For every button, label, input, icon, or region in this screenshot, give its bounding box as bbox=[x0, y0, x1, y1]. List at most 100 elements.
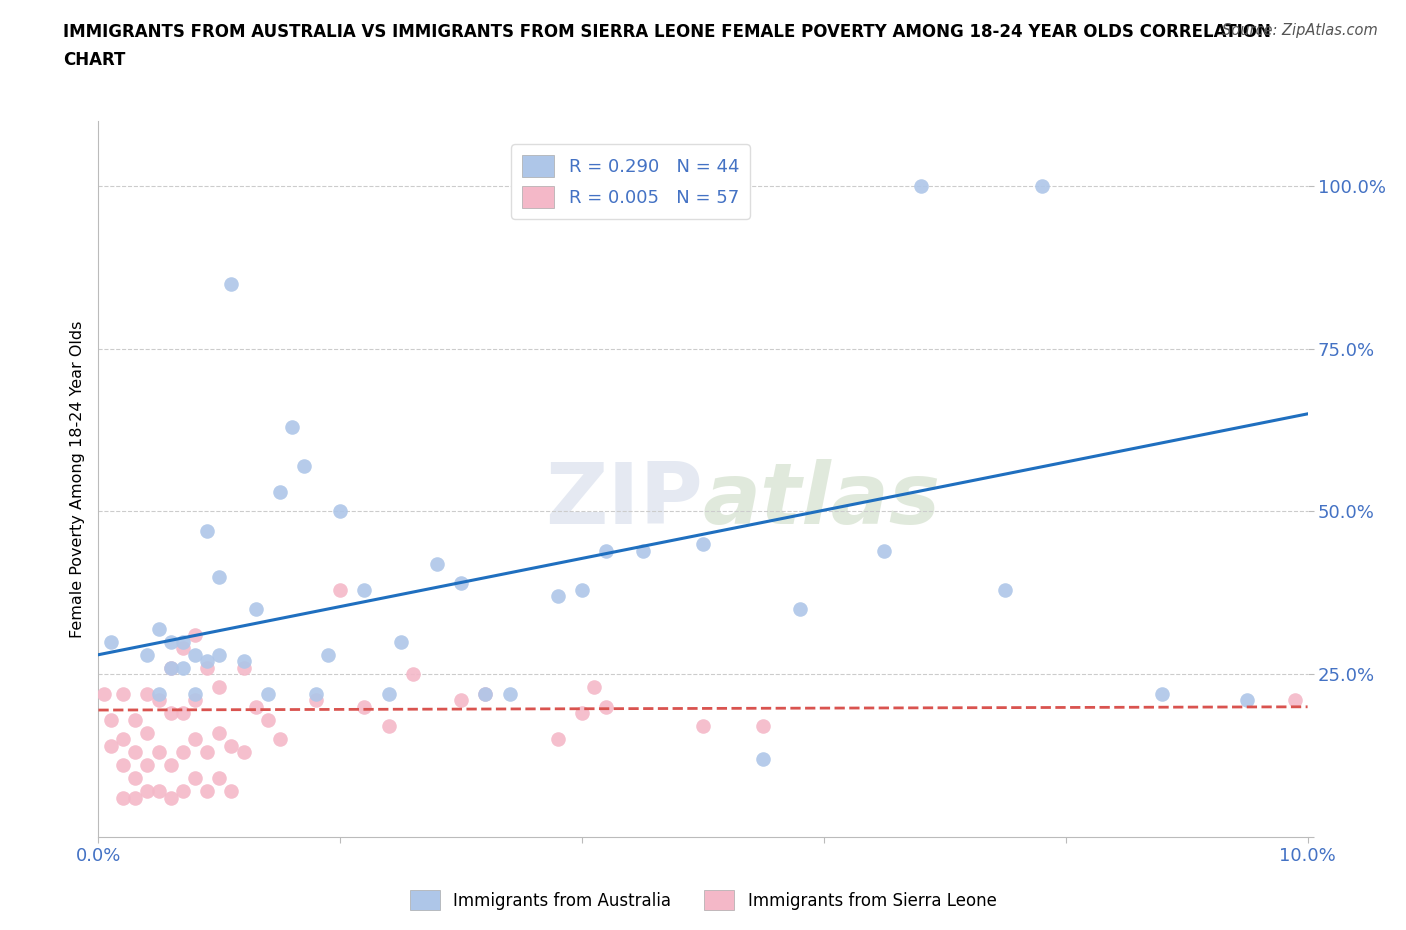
Text: ZIP: ZIP bbox=[546, 458, 703, 542]
Point bbox=[111, 686, 134, 701]
Point bbox=[124, 712, 146, 727]
Point bbox=[498, 686, 520, 701]
Point bbox=[124, 745, 146, 760]
Point bbox=[160, 758, 183, 773]
Point bbox=[172, 784, 194, 799]
Point bbox=[232, 654, 254, 669]
Legend: R = 0.290   N = 44, R = 0.005   N = 57: R = 0.290 N = 44, R = 0.005 N = 57 bbox=[510, 144, 749, 219]
Point bbox=[111, 758, 134, 773]
Point bbox=[195, 660, 218, 675]
Point bbox=[450, 693, 472, 708]
Point bbox=[172, 660, 194, 675]
Point bbox=[547, 589, 569, 604]
Legend: Immigrants from Australia, Immigrants from Sierra Leone: Immigrants from Australia, Immigrants fr… bbox=[404, 884, 1002, 917]
Point bbox=[148, 693, 170, 708]
Point bbox=[135, 647, 157, 662]
Point bbox=[208, 569, 231, 584]
Point bbox=[353, 582, 375, 597]
Point bbox=[1236, 693, 1258, 708]
Point bbox=[789, 602, 811, 617]
Point bbox=[595, 543, 617, 558]
Point bbox=[752, 751, 775, 766]
Point bbox=[160, 790, 183, 805]
Point bbox=[583, 680, 606, 695]
Point bbox=[426, 556, 449, 571]
Point bbox=[160, 634, 183, 649]
Point bbox=[752, 719, 775, 734]
Point bbox=[873, 543, 896, 558]
Point bbox=[184, 693, 207, 708]
Point bbox=[232, 745, 254, 760]
Point bbox=[353, 699, 375, 714]
Point bbox=[184, 732, 207, 747]
Point bbox=[135, 784, 157, 799]
Point bbox=[450, 576, 472, 591]
Point bbox=[184, 628, 207, 643]
Point bbox=[184, 647, 207, 662]
Point bbox=[184, 771, 207, 786]
Point bbox=[93, 686, 115, 701]
Point bbox=[692, 719, 714, 734]
Point bbox=[195, 745, 218, 760]
Point bbox=[100, 634, 122, 649]
Point bbox=[172, 706, 194, 721]
Point bbox=[124, 771, 146, 786]
Point bbox=[474, 686, 496, 701]
Point bbox=[305, 686, 328, 701]
Point bbox=[221, 276, 243, 291]
Point bbox=[221, 738, 243, 753]
Point bbox=[160, 660, 183, 675]
Point bbox=[184, 686, 207, 701]
Point bbox=[160, 660, 183, 675]
Point bbox=[305, 693, 328, 708]
Point bbox=[160, 706, 183, 721]
Text: IMMIGRANTS FROM AUSTRALIA VS IMMIGRANTS FROM SIERRA LEONE FEMALE POVERTY AMONG 1: IMMIGRANTS FROM AUSTRALIA VS IMMIGRANTS … bbox=[63, 23, 1271, 41]
Point bbox=[1152, 686, 1174, 701]
Point bbox=[232, 660, 254, 675]
Point bbox=[281, 419, 304, 434]
Point bbox=[1031, 179, 1053, 193]
Point bbox=[148, 784, 170, 799]
Point bbox=[148, 621, 170, 636]
Point bbox=[402, 667, 425, 682]
Point bbox=[377, 719, 399, 734]
Point bbox=[571, 582, 593, 597]
Point bbox=[245, 602, 267, 617]
Point bbox=[910, 179, 932, 193]
Point bbox=[256, 686, 278, 701]
Point bbox=[208, 725, 231, 740]
Point bbox=[100, 712, 122, 727]
Point bbox=[148, 686, 170, 701]
Point bbox=[292, 458, 315, 473]
Text: Source: ZipAtlas.com: Source: ZipAtlas.com bbox=[1222, 23, 1378, 38]
Point bbox=[208, 771, 231, 786]
Point bbox=[245, 699, 267, 714]
Point bbox=[135, 686, 157, 701]
Point bbox=[692, 537, 714, 551]
Point bbox=[208, 680, 231, 695]
Point bbox=[172, 641, 194, 656]
Point bbox=[316, 647, 339, 662]
Point bbox=[631, 543, 654, 558]
Text: CHART: CHART bbox=[63, 51, 125, 69]
Point bbox=[124, 790, 146, 805]
Y-axis label: Female Poverty Among 18-24 Year Olds: Female Poverty Among 18-24 Year Olds bbox=[69, 320, 84, 638]
Point bbox=[111, 790, 134, 805]
Point bbox=[148, 745, 170, 760]
Point bbox=[329, 582, 352, 597]
Point bbox=[172, 634, 194, 649]
Point bbox=[377, 686, 399, 701]
Point bbox=[100, 738, 122, 753]
Point bbox=[474, 686, 496, 701]
Text: atlas: atlas bbox=[703, 458, 941, 542]
Point bbox=[172, 745, 194, 760]
Point bbox=[269, 485, 291, 499]
Point bbox=[269, 732, 291, 747]
Point bbox=[208, 647, 231, 662]
Point bbox=[195, 784, 218, 799]
Point bbox=[994, 582, 1017, 597]
Point bbox=[571, 706, 593, 721]
Point bbox=[195, 524, 218, 538]
Point bbox=[195, 654, 218, 669]
Point bbox=[111, 732, 134, 747]
